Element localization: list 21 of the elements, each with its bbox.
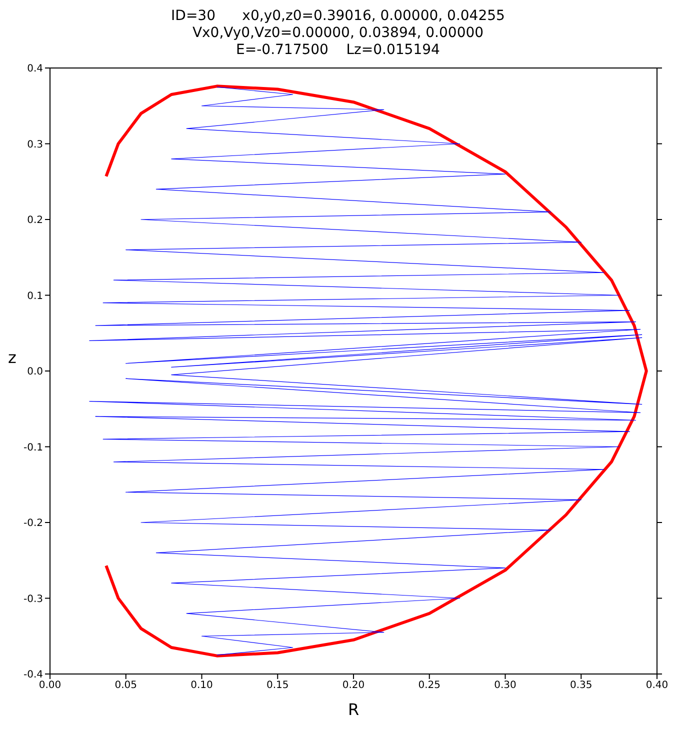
y-tick-label: 0.4: [27, 64, 43, 75]
x-tick-label: 0.30: [494, 680, 516, 692]
x-axis-title: R: [348, 700, 360, 719]
y-tick-label: 0.3: [27, 139, 43, 150]
x-tick-label: 0.40: [646, 680, 668, 692]
y-tick-label: -0.3: [23, 594, 43, 605]
y-tick-label: -0.2: [23, 518, 43, 530]
y-tick-label: 0.0: [27, 366, 43, 378]
x-tick-label: 0.10: [190, 680, 213, 692]
x-tick-label: 0.00: [38, 680, 62, 692]
chart-title: ID=30 x0,y0,z0=0.39016, 0.00000, 0.04255 Vx0,Vy0,Vz0=0.00000, 0.03894, 0.00000 E=-0.717500 Lz=0.015194: [170, 8, 506, 59]
x-tick-label: 0.20: [342, 680, 365, 692]
y-tick-label: 0.1: [27, 290, 43, 302]
x-tick-label: 0.25: [418, 680, 441, 692]
y-tick-label: 0.2: [27, 215, 43, 226]
y-axis-title: z: [8, 348, 16, 367]
y-tick-label: -0.4: [23, 670, 43, 681]
x-tick-label: 0.15: [266, 680, 289, 692]
x-tick-label: 0.35: [570, 680, 592, 692]
x-tick-label: 0.05: [114, 680, 138, 692]
y-tick-label: -0.1: [23, 442, 43, 454]
